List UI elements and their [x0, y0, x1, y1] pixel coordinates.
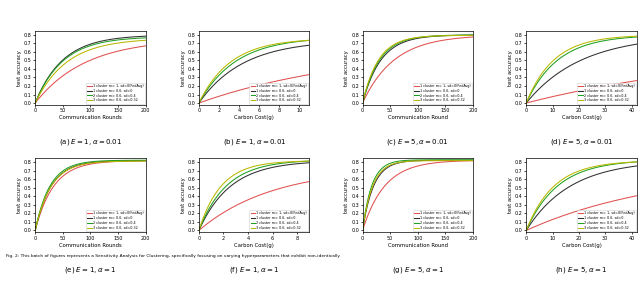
Text: (h) $E = 5, \alpha = 1$: (h) $E = 5, \alpha = 1$ — [556, 265, 607, 275]
Legend: 1 cluster m= 1, sd=0(FedAvg), 1 cluster m= 0.6, sd=0, 2 cluster m= 0.6, sd=0.4, : 1 cluster m= 1, sd=0(FedAvg), 1 cluster … — [250, 210, 308, 231]
Text: (e) $E = 1, \alpha = 1$: (e) $E = 1, \alpha = 1$ — [65, 265, 116, 275]
X-axis label: Communication Round: Communication Round — [388, 243, 448, 248]
Legend: 1 cluster m= 1, sd=0(FedAvg), 1 cluster m= 0.6, sd=0, 2 cluster m= 0.6, sd=0.4, : 1 cluster m= 1, sd=0(FedAvg), 1 cluster … — [86, 83, 145, 104]
Text: (c) $E = 5, \alpha = 0.01$: (c) $E = 5, \alpha = 0.01$ — [387, 137, 449, 147]
Text: Fig. 2: This batch of figures represents a Sensitivity Analysis for Clustering, : Fig. 2: This batch of figures represents… — [6, 254, 340, 258]
Y-axis label: test accuracy: test accuracy — [508, 50, 513, 86]
Y-axis label: test accuracy: test accuracy — [180, 177, 186, 213]
Legend: 1 cluster m= 1, sd=0(FedAvg), 1 cluster m= 0.6, sd=0, 2 cluster m= 0.6, sd=0.4, : 1 cluster m= 1, sd=0(FedAvg), 1 cluster … — [577, 210, 636, 231]
Legend: 1 cluster m= 1, sd=0(FedAvg), 1 cluster m= 0.6, sd=0, 2 cluster m= 0.6, sd=0.4, : 1 cluster m= 1, sd=0(FedAvg), 1 cluster … — [86, 210, 145, 231]
Y-axis label: test accuracy: test accuracy — [508, 177, 513, 213]
X-axis label: Communication Rounds: Communication Rounds — [59, 115, 122, 120]
Y-axis label: test accuracy: test accuracy — [17, 177, 22, 213]
X-axis label: Carbon Cost(g): Carbon Cost(g) — [234, 115, 274, 120]
Text: (a) $E = 1, \alpha = 0.01$: (a) $E = 1, \alpha = 0.01$ — [59, 137, 122, 147]
Y-axis label: test accuracy: test accuracy — [344, 50, 349, 86]
X-axis label: Communication Round: Communication Round — [388, 115, 448, 120]
Legend: 1 cluster m= 1, sd=0(FedAvg), 1 cluster m= 0.6, sd=0, 2 cluster m= 0.6, sd=0.4, : 1 cluster m= 1, sd=0(FedAvg), 1 cluster … — [577, 83, 636, 104]
X-axis label: Carbon Cost(g): Carbon Cost(g) — [234, 243, 274, 248]
Text: (b) $E = 1, \alpha = 0.01$: (b) $E = 1, \alpha = 0.01$ — [223, 137, 286, 147]
Text: (f) $E = 1, \alpha = 1$: (f) $E = 1, \alpha = 1$ — [229, 265, 279, 275]
X-axis label: Carbon Cost(g): Carbon Cost(g) — [561, 243, 602, 248]
Y-axis label: test accuracy: test accuracy — [344, 177, 349, 213]
Legend: 1 cluster m= 1, sd=0(FedAvg), 1 cluster m= 0.6, sd=0, 2 cluster m= 0.6, sd=0.4, : 1 cluster m= 1, sd=0(FedAvg), 1 cluster … — [413, 210, 472, 231]
X-axis label: Carbon Cost(g): Carbon Cost(g) — [561, 115, 602, 120]
Text: (g) $E = 5, \alpha = 1$: (g) $E = 5, \alpha = 1$ — [392, 265, 444, 275]
Text: (d) $E = 5, \alpha = 0.01$: (d) $E = 5, \alpha = 0.01$ — [550, 137, 613, 147]
Y-axis label: test accuracy: test accuracy — [17, 50, 22, 86]
Legend: 1 cluster m= 1, sd=0(FedAvg), 1 cluster m= 0.6, sd=0, 2 cluster m= 0.6, sd=0.4, : 1 cluster m= 1, sd=0(FedAvg), 1 cluster … — [250, 83, 308, 104]
Y-axis label: test accuracy: test accuracy — [180, 50, 186, 86]
X-axis label: Communication Rounds: Communication Rounds — [59, 243, 122, 248]
Legend: 1 cluster m= 1, sd=0(FedAvg), 1 cluster m= 0.6, sd=0, 2 cluster m= 0.6, sd=0.4, : 1 cluster m= 1, sd=0(FedAvg), 1 cluster … — [413, 83, 472, 104]
